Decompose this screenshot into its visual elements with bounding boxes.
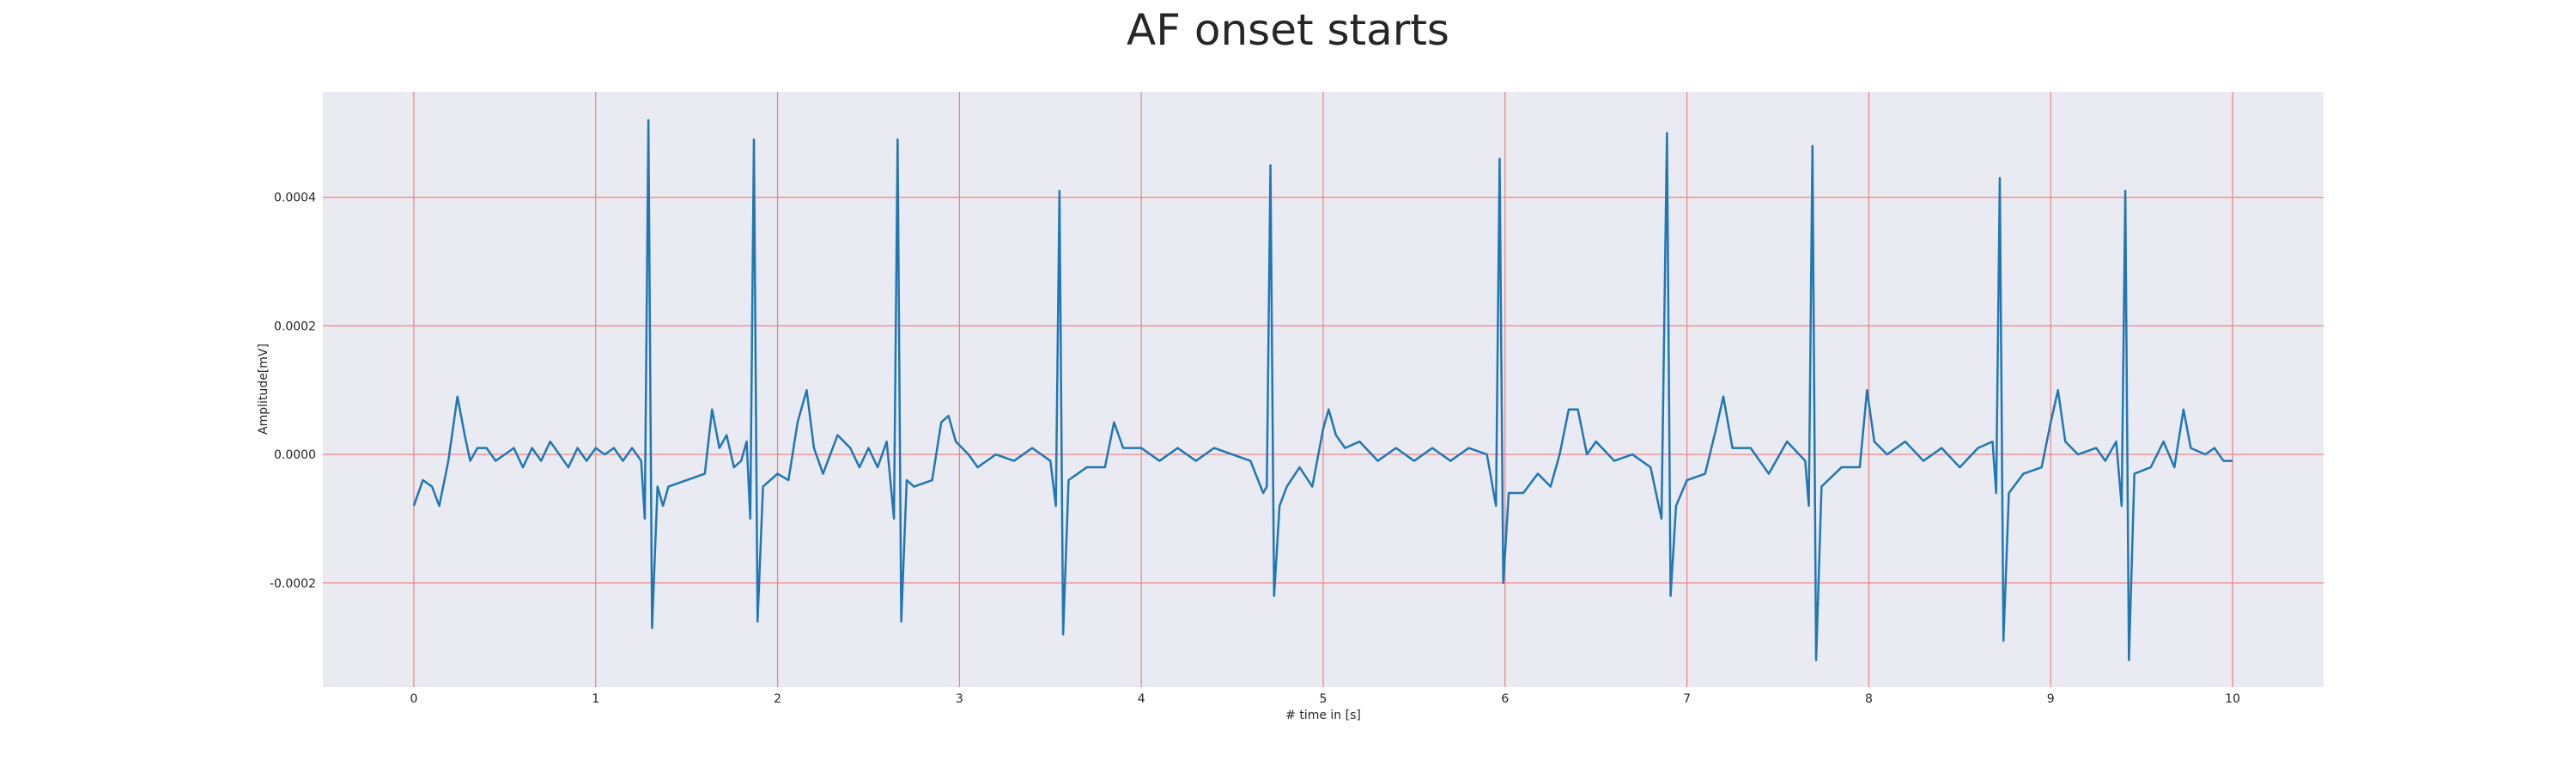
x-tick-label: 2 (774, 692, 781, 706)
x-axis-label: # time in [s] (1285, 709, 1361, 722)
x-tick-label: 6 (1501, 692, 1509, 706)
x-tick-label: 5 (1320, 692, 1327, 706)
y-tick-label: 0.0002 (274, 320, 316, 333)
x-tick-label: 4 (1138, 692, 1145, 706)
chart-title: AF onset starts (1127, 5, 1449, 55)
x-tick-label: 0 (410, 692, 417, 706)
ecg-line (412, 119, 2233, 661)
x-tick-label: 7 (1683, 692, 1691, 706)
x-tick-label: 9 (2047, 692, 2055, 706)
y-tick-label: 0.0004 (274, 192, 316, 205)
x-tick-label: 3 (956, 692, 963, 706)
y-axis-label: Amplitude[mV] (257, 344, 270, 435)
x-tick-label: 8 (1865, 692, 1873, 706)
x-tick-label: 10 (2225, 692, 2240, 706)
y-tick-label: 0.0000 (274, 448, 316, 462)
y-tick-label: -0.0002 (270, 577, 316, 591)
x-tick-label: 1 (592, 692, 599, 706)
